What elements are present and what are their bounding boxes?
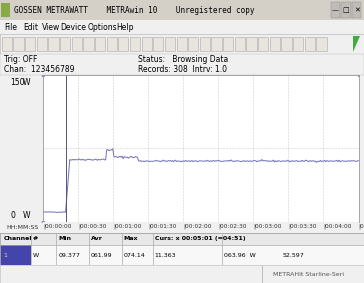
Bar [48, 37, 59, 52]
Text: 063.96  W: 063.96 W [224, 253, 256, 258]
Text: |00:03:30: |00:03:30 [288, 224, 317, 229]
Text: |00:01:30: |00:01:30 [148, 224, 177, 229]
Text: 0: 0 [10, 211, 15, 220]
Bar [270, 37, 280, 52]
Bar [177, 37, 187, 52]
Text: Records: 308  Intrv: 1.0: Records: 308 Intrv: 1.0 [138, 65, 228, 74]
Text: Curs: x 00:05:01 (=04:51): Curs: x 00:05:01 (=04:51) [155, 236, 245, 241]
Text: |00:02:30: |00:02:30 [218, 224, 247, 229]
Bar [107, 37, 117, 52]
Text: —: — [331, 7, 339, 13]
Text: HH:MM:SS: HH:MM:SS [7, 225, 39, 230]
Text: W: W [23, 78, 31, 87]
Bar [2, 37, 12, 52]
Bar [235, 37, 245, 52]
Text: Chan:  123456789: Chan: 123456789 [4, 65, 74, 74]
Text: Device: Device [60, 23, 86, 32]
Text: Edit: Edit [24, 23, 39, 32]
Bar [153, 37, 163, 52]
Text: 150: 150 [10, 78, 25, 87]
Text: #: # [33, 236, 38, 241]
Text: 52.597: 52.597 [282, 253, 304, 258]
Bar [130, 37, 140, 52]
Bar [200, 37, 210, 52]
Text: |00:03:00: |00:03:00 [253, 224, 282, 229]
Text: Min: Min [58, 236, 71, 241]
Bar [316, 37, 327, 52]
Bar [95, 37, 105, 52]
Text: METRAHit Starline-Seri: METRAHit Starline-Seri [273, 272, 344, 276]
Bar [142, 37, 152, 52]
Bar [223, 37, 233, 52]
Text: 11.363: 11.363 [155, 253, 176, 258]
Text: □: □ [343, 7, 349, 13]
Text: 074.14: 074.14 [124, 253, 146, 258]
Text: Max: Max [124, 236, 138, 241]
Bar [188, 37, 198, 52]
Text: |00:04:30: |00:04:30 [359, 224, 364, 229]
Bar [293, 37, 303, 52]
Text: Status:   Browsing Data: Status: Browsing Data [138, 55, 229, 64]
Bar [305, 37, 315, 52]
Bar [246, 37, 257, 52]
Text: 09.377: 09.377 [58, 253, 80, 258]
Text: ✕: ✕ [354, 7, 360, 13]
Text: |00:00:30: |00:00:30 [78, 224, 107, 229]
Text: Channel: Channel [4, 236, 32, 241]
Bar [258, 37, 268, 52]
Text: 061.99: 061.99 [91, 253, 112, 258]
Bar [118, 37, 128, 52]
Text: |00:04:00: |00:04:00 [324, 224, 352, 229]
Bar [37, 37, 47, 52]
Bar [0, 245, 31, 265]
Text: File: File [4, 23, 17, 32]
Bar [341, 2, 351, 18]
Bar [0, 233, 364, 245]
Bar [352, 2, 361, 18]
Bar [60, 37, 70, 52]
Text: View: View [42, 23, 60, 32]
Text: Avr: Avr [91, 236, 103, 241]
Text: GOSSEN METRAWATT    METRAwin 10    Unregistered copy: GOSSEN METRAWATT METRAwin 10 Unregistere… [14, 6, 254, 15]
Text: 1: 1 [4, 253, 8, 258]
Text: Trig: OFF: Trig: OFF [4, 55, 37, 64]
Bar [1, 3, 10, 17]
Text: Options: Options [87, 23, 117, 32]
Bar [281, 37, 292, 52]
Bar [72, 37, 82, 52]
Text: 1: 1 [4, 253, 8, 258]
Text: Help: Help [116, 23, 134, 32]
Bar [83, 37, 94, 52]
Polygon shape [353, 36, 360, 52]
Text: |00:02:00: |00:02:00 [183, 224, 212, 229]
Bar [13, 37, 24, 52]
Bar [25, 37, 35, 52]
Bar [331, 2, 340, 18]
Bar [211, 37, 222, 52]
Bar [165, 37, 175, 52]
Text: |00:01:00: |00:01:00 [113, 224, 142, 229]
Text: W: W [23, 211, 31, 220]
Text: |00:00:00: |00:00:00 [43, 224, 71, 229]
Text: W: W [33, 253, 39, 258]
